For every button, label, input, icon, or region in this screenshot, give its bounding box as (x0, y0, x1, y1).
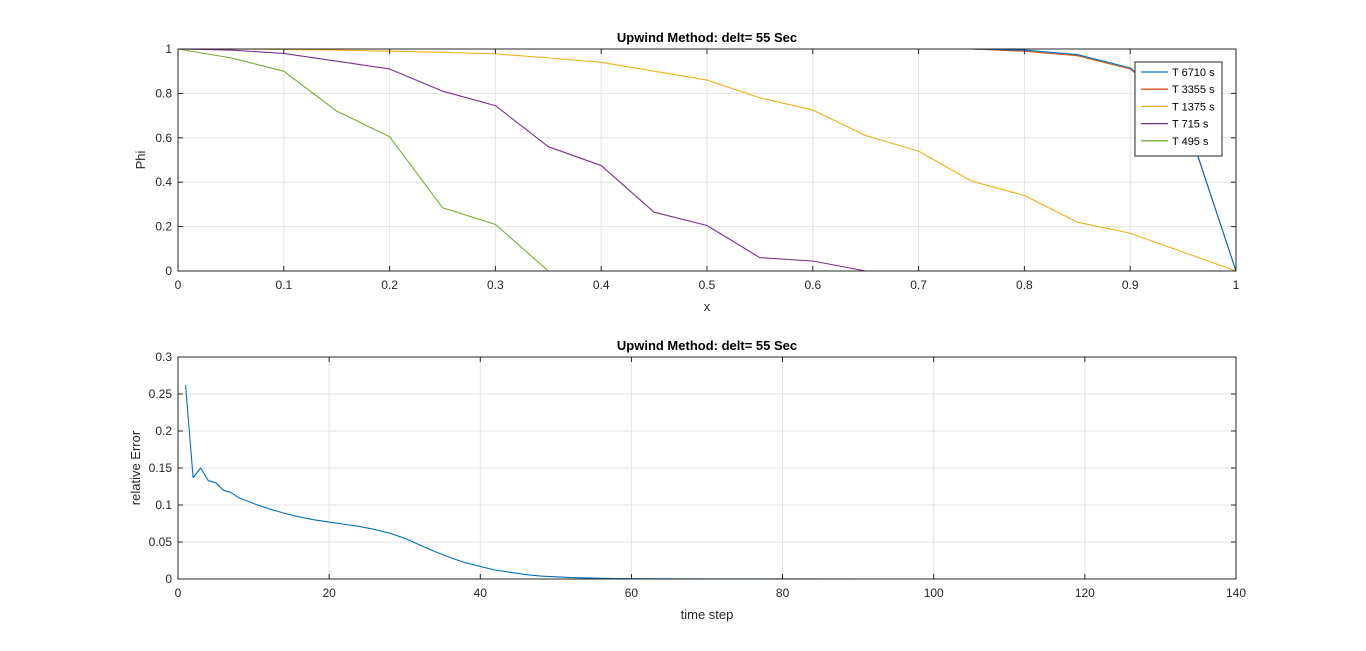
phi-x-tick-label: 0.3 (487, 278, 504, 292)
phi-x-tick-label: 0.1 (275, 278, 292, 292)
error-x-tick-label: 100 (924, 586, 944, 600)
phi-x-tick-label: 0.4 (593, 278, 610, 292)
error-y-tick-label: 0.05 (149, 535, 173, 549)
error-x-tick-label: 140 (1226, 586, 1246, 600)
error-grid (178, 357, 1236, 579)
error-y-tick-label: 0.15 (149, 461, 173, 475)
phi-y-tick-label: 0.8 (155, 86, 172, 100)
phi-grid (178, 49, 1236, 271)
phi-y-tick-label: 1 (165, 42, 172, 56)
error-x-tick-label: 80 (776, 586, 790, 600)
legend-entry-3: T 715 s (1172, 119, 1209, 131)
phi-x-tick-label: 1 (1233, 278, 1240, 292)
error-x-axis-label: time step (681, 607, 734, 622)
phi-y-axis-label: Phi (133, 150, 148, 169)
phi-x-tick-label: 0.9 (1122, 278, 1139, 292)
legend-entry-2: T 1375 s (1172, 101, 1215, 113)
error-x-tick-label: 40 (474, 586, 488, 600)
error-chart: 0 20 40 60 80 100 120 140 0 0.05 0.1 0.15 0.2 0.25 0.3… (128, 338, 1246, 622)
error-y-tick-label: 0.2 (155, 424, 172, 438)
phi-x-tick-label: 0.5 (699, 278, 716, 292)
legend-entry-1: T 3355 s (1172, 84, 1215, 96)
phi-y-tick-label: 0.6 (155, 131, 172, 145)
error-y-tick-label: 0.3 (155, 350, 172, 364)
error-y-tick-label: 0.1 (155, 498, 172, 512)
error-x-tick-label: 60 (625, 586, 639, 600)
error-x-tick-label: 20 (322, 586, 336, 600)
phi-profile-chart: 0 0.1 0.2 0.3 0.4 0.5 0.6 0.7 0.8 0.9 1 0 0.2 0.4 0.6 0… (133, 30, 1240, 314)
legend-entry-0: T 6710 s (1172, 67, 1215, 79)
error-x-tick-label: 0 (175, 586, 182, 600)
error-chart-title: Upwind Method: delt= 55 Sec (617, 338, 797, 353)
phi-y-tick-label: 0.2 (155, 220, 172, 234)
phi-x-tick-label: 0.2 (381, 278, 398, 292)
error-y-tick-label: 0 (165, 572, 172, 586)
phi-x-tick-label: 0.8 (1016, 278, 1033, 292)
error-x-tick-label: 120 (1075, 586, 1095, 600)
phi-chart-title: Upwind Method: delt= 55 Sec (617, 30, 797, 45)
phi-ticks: 0 0.1 0.2 0.3 0.4 0.5 0.6 0.7 0.8 0.9 1 0 0.2 0.4 0.6 0… (155, 42, 1239, 292)
error-y-tick-label: 0.25 (149, 387, 173, 401)
phi-legend[interactable]: T 6710 s T 3355 s T 1375 s T 715 s T 495 s (1134, 61, 1223, 157)
error-ticks: 0 20 40 60 80 100 120 140 0 0.05 0.1 0.15 0.2 0.25 0.3 (149, 350, 1247, 600)
phi-x-tick-label: 0.6 (804, 278, 821, 292)
phi-y-tick-label: 0 (165, 264, 172, 278)
phi-y-tick-label: 0.4 (155, 175, 172, 189)
error-y-axis-label: relative Error (128, 430, 143, 505)
phi-x-tick-label: 0 (175, 278, 182, 292)
phi-series-line-2 (178, 48, 1237, 272)
legend-entry-4: T 495 s (1172, 136, 1209, 148)
phi-x-axis-label: x (704, 299, 711, 314)
phi-x-tick-label: 0.7 (910, 278, 927, 292)
